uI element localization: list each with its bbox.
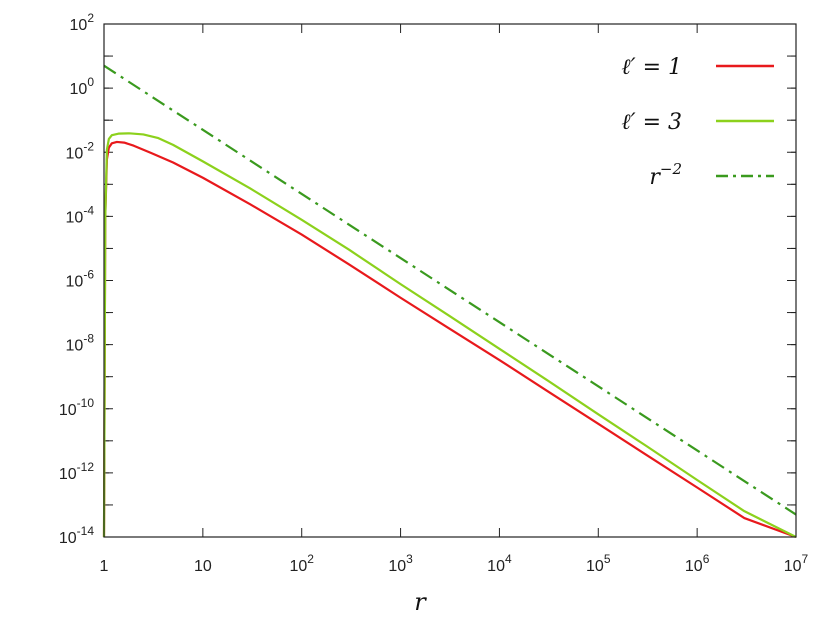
y-tick-label: 10-12 (59, 460, 94, 483)
x-tick-label: 10 (194, 558, 212, 575)
x-tick-label: 103 (388, 552, 413, 575)
x-tick-label: 104 (487, 552, 512, 575)
x-tick-labels: 1 10 102 103 104 105 106 107 (100, 552, 809, 575)
legend-label-1: ℓ′ = 1 (621, 55, 682, 80)
series-lines (102, 64, 797, 539)
y-tick-label: 10-10 (59, 396, 94, 419)
x-axis-title: r (414, 588, 427, 616)
series-line-1 (102, 140, 797, 539)
x-tick-label: 107 (784, 552, 809, 575)
y-tick-label: 10-4 (66, 203, 95, 226)
plot-frame (103, 23, 797, 538)
y-tick-label: 10-8 (66, 332, 95, 355)
y-tick-label: 102 (70, 11, 95, 34)
y-tick-labels: 102 100 10-2 10-4 10-6 10-8 10-10 10-12 10-14 (59, 11, 94, 547)
tick-marks (103, 23, 797, 538)
y-tick-label: 10-14 (59, 524, 94, 547)
x-tick-label: 1 (100, 558, 109, 575)
x-tick-label: 102 (289, 552, 314, 575)
x-tick-label: 106 (685, 552, 710, 575)
legend-label-3: r−2 (649, 160, 682, 190)
series-line-2 (102, 132, 797, 538)
y-tick-label: 10-2 (66, 139, 95, 162)
legend: ℓ′ = 1 ℓ′ = 3 r−2 (621, 55, 774, 190)
y-tick-label: 10-6 (66, 268, 95, 291)
series-line-3 (103, 64, 797, 516)
y-tick-label: 100 (70, 75, 95, 98)
legend-label-2: ℓ′ = 3 (621, 110, 682, 135)
x-tick-label: 105 (586, 552, 611, 575)
